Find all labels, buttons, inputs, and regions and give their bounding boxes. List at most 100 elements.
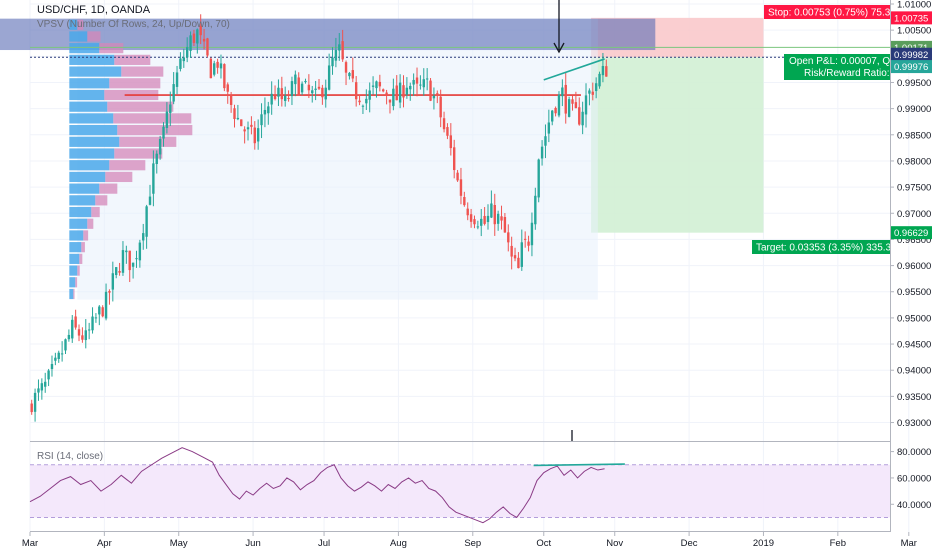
- time-tick-label: Mar: [22, 538, 38, 549]
- candle-body: [598, 73, 601, 87]
- profile-row-up: [69, 265, 78, 276]
- profile-row-up: [69, 160, 110, 171]
- candle-body: [108, 291, 111, 293]
- price-tag-target-text: 0.96629: [894, 228, 928, 239]
- price-tag-stop-text: 1.00735: [894, 13, 928, 24]
- candle-body: [311, 90, 314, 94]
- rsi-trend-line[interactable]: [533, 463, 625, 467]
- profile-row-up: [69, 89, 105, 101]
- candle-body: [209, 58, 213, 79]
- profile-row-up: [69, 78, 110, 89]
- target-label-text: Target: 0.03353 (3.35%) 335.3, Amo: [756, 243, 917, 254]
- candle-body: [94, 317, 98, 319]
- candle-body: [128, 250, 131, 271]
- time-tick-label: Jul: [318, 538, 330, 549]
- candle-body: [104, 291, 108, 319]
- candle-body: [527, 241, 530, 246]
- rsi-tick-label: 80.0000: [897, 447, 931, 458]
- rsi-axis[interactable]: 80.0000 60.0000 40.0000: [890, 447, 931, 511]
- candle-body: [375, 81, 378, 89]
- profile-row-down: [77, 19, 84, 30]
- candle-body: [530, 222, 534, 246]
- candle-body: [77, 329, 81, 336]
- candle-body: [57, 352, 60, 359]
- candle-body: [145, 206, 148, 237]
- target-label: Target: 0.03353 (3.35%) 335.3, Amo: [752, 240, 917, 254]
- candle-body: [199, 26, 202, 36]
- trend-line[interactable]: [543, 58, 605, 81]
- candle-body: [578, 107, 581, 125]
- take-profit-zone[interactable]: [591, 57, 764, 233]
- profile-row-up: [69, 66, 122, 77]
- price-tick-label: 0.97500: [897, 183, 931, 194]
- candle-body: [571, 99, 574, 104]
- price-tick-label: 0.94000: [897, 366, 931, 377]
- profile-row-up: [69, 253, 80, 264]
- price-tick-label: 0.93500: [897, 392, 931, 403]
- candle-body: [601, 65, 605, 76]
- profile-row-down: [79, 253, 83, 264]
- candle-body: [246, 127, 250, 130]
- candle-body: [561, 87, 564, 97]
- down-arrow-annotation[interactable]: [553, 0, 565, 54]
- candle-body: [334, 49, 338, 61]
- candle-body: [476, 226, 480, 228]
- candle-body: [358, 100, 361, 103]
- profile-row-up: [69, 277, 76, 288]
- candle-body: [409, 85, 412, 90]
- candle-body: [294, 74, 297, 85]
- candle-body: [588, 90, 591, 94]
- candle-body: [101, 307, 104, 317]
- candle-body: [50, 363, 54, 370]
- time-axis[interactable]: Mar Apr May Jun Jul Aug Sep Oct Nov Dec 2019 Feb Mar: [22, 532, 917, 549]
- candle-body: [517, 257, 520, 269]
- profile-row-down: [91, 206, 100, 218]
- candle-body: [348, 72, 351, 77]
- candle-body: [47, 370, 50, 380]
- time-tick-label: Feb: [830, 538, 846, 549]
- candle-body: [398, 82, 402, 103]
- profile-row-up: [69, 54, 115, 65]
- candle-body: [574, 102, 578, 109]
- time-tick-label: Sep: [464, 538, 481, 549]
- candle-body: [331, 57, 334, 67]
- candle-body: [503, 217, 507, 233]
- candle-body: [152, 163, 155, 194]
- rsi-tick-label: 60.0000: [897, 473, 931, 484]
- candle-body: [513, 255, 517, 259]
- profile-row-down: [81, 242, 85, 253]
- price-tag-stop: [891, 11, 932, 25]
- candle-body: [270, 93, 273, 105]
- profile-row-up: [69, 206, 92, 218]
- profile-row-down: [87, 218, 94, 229]
- candle-body: [594, 83, 598, 92]
- candle-body: [388, 99, 392, 103]
- price-tick-label: 0.99000: [897, 104, 931, 115]
- candle-body: [307, 84, 311, 91]
- candle-body: [165, 111, 169, 128]
- candle-body: [554, 107, 557, 114]
- profile-row-up: [69, 171, 106, 183]
- candle-body: [557, 94, 561, 116]
- candle-body: [273, 95, 277, 100]
- candle-body: [30, 403, 33, 413]
- candle-body: [442, 118, 446, 130]
- profile-row-down: [117, 125, 193, 136]
- candle-body: [213, 63, 216, 75]
- candle-body: [483, 215, 486, 224]
- candle-body: [361, 105, 365, 107]
- candle-body: [385, 92, 388, 96]
- candle-body: [459, 179, 463, 196]
- open-pl-label: Open P&L: 0.00007, Qty: 33 Risk/Reward R…: [784, 54, 915, 80]
- price-tick-label: 1.00500: [897, 26, 931, 37]
- candle-body: [412, 79, 415, 85]
- candle-body: [162, 126, 165, 139]
- volume-profile-range[interactable]: [77, 18, 598, 300]
- candle-body: [71, 319, 74, 339]
- candle-body: [415, 77, 419, 84]
- candle-body: [327, 65, 331, 90]
- candle-body: [189, 35, 192, 51]
- time-tick-label: Dec: [681, 538, 698, 549]
- candle-body: [338, 44, 341, 51]
